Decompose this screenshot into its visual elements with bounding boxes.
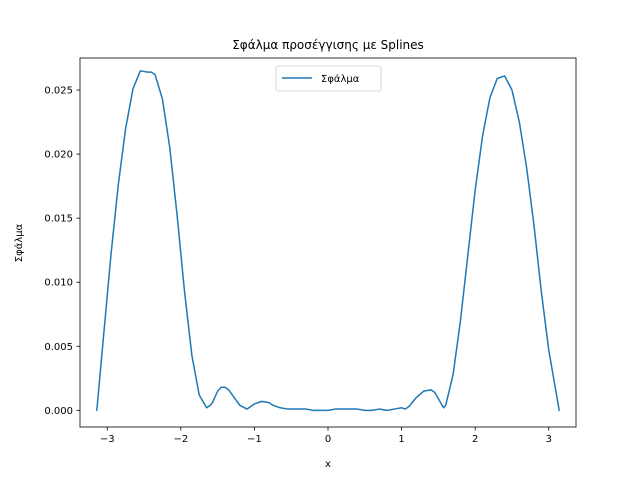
x-tick-label: −3 <box>100 434 115 445</box>
y-tick-label: 0.000 <box>44 406 73 417</box>
x-tick-label: −2 <box>173 434 188 445</box>
legend: Σφάλμα <box>275 65 382 92</box>
x-tick-label: 1 <box>398 434 404 445</box>
x-tick-label: 3 <box>546 434 552 445</box>
y-tick-label: 0.025 <box>44 86 73 97</box>
x-tick-label: 2 <box>472 434 478 445</box>
chart-title: Σφάλμα προσέγγισης με Splines <box>232 38 424 52</box>
y-tick-label: 0.020 <box>44 150 73 161</box>
series-line-0 <box>96 70 560 412</box>
series-layer <box>96 70 560 412</box>
y-tick-label: 0.005 <box>44 342 73 353</box>
y-tick-label: 0.015 <box>44 214 73 225</box>
y-axis-label: Σφάλμα <box>13 223 25 262</box>
legend-entry-label: Σφάλμα <box>321 73 360 85</box>
y-tick-label: 0.010 <box>44 278 73 289</box>
x-axis-ticks: −3 −2 −1 0 1 2 3 <box>100 427 552 445</box>
legend-box <box>275 65 382 92</box>
x-tick-label: −1 <box>247 434 262 445</box>
x-axis-label: x <box>325 459 331 470</box>
plot-area <box>80 58 576 427</box>
y-axis-ticks: 0.000 0.005 0.010 0.015 0.020 0.025 <box>44 86 80 417</box>
x-tick-label: 0 <box>325 434 331 445</box>
